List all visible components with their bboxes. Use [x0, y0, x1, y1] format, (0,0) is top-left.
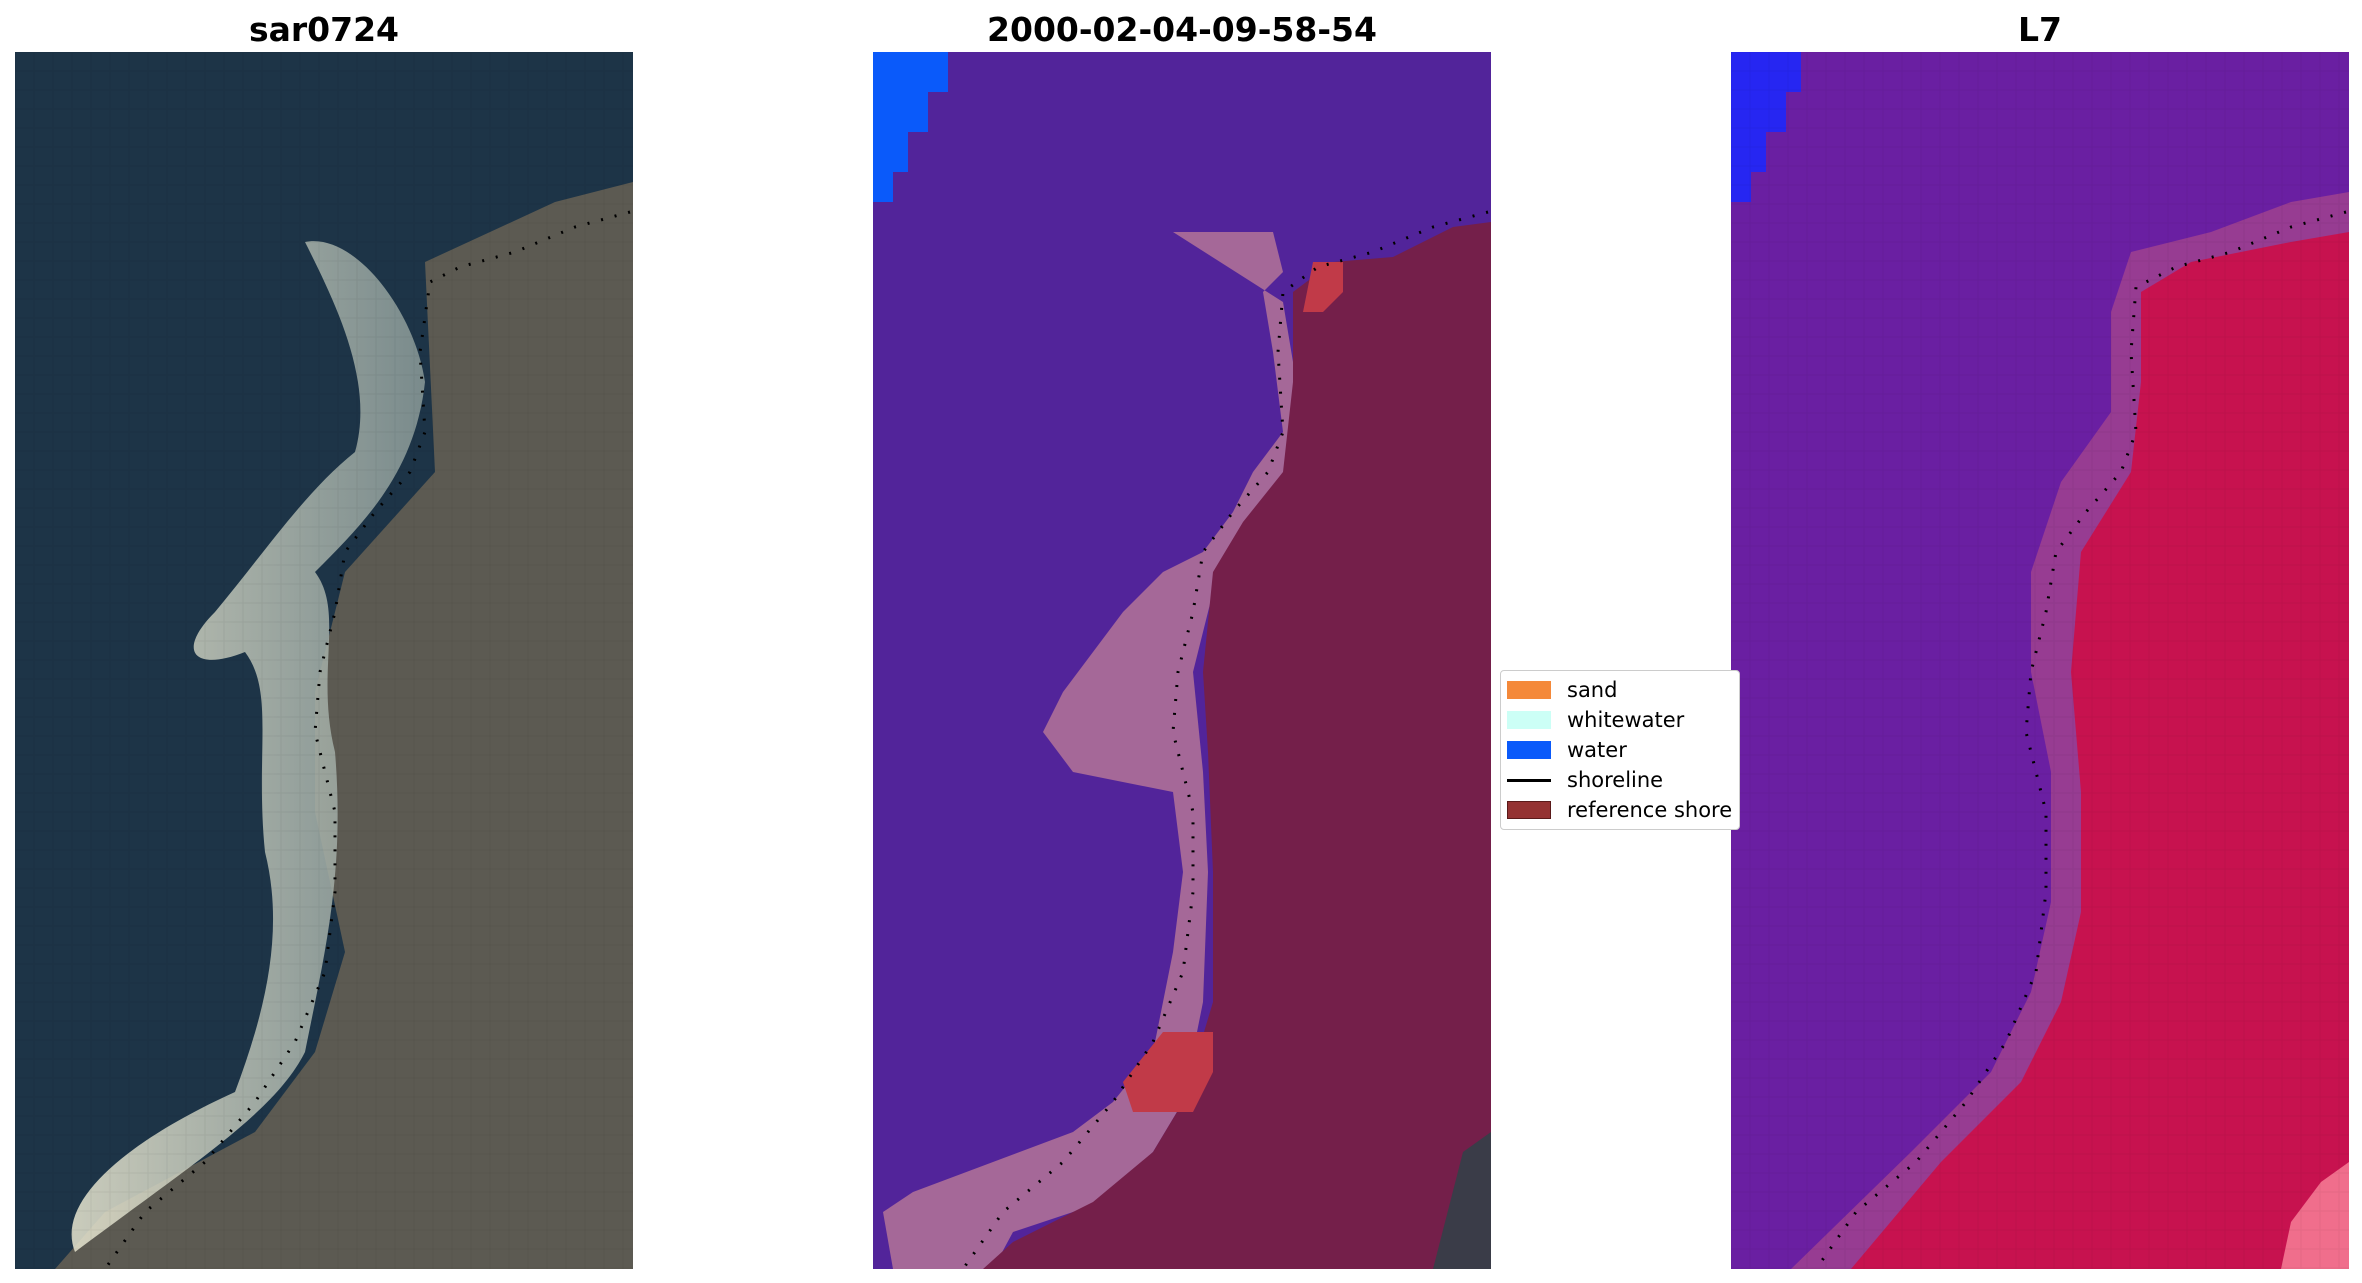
l7-image: [1731, 52, 2349, 1269]
classified-land-area: [983, 222, 1491, 1269]
classified-water-corner: [873, 52, 948, 202]
classified-reference-patch-top: [1303, 262, 1343, 312]
legend-item-shoreline: shoreline: [1507, 765, 1739, 795]
panel-title-rgb: sar0724: [248, 10, 400, 49]
legend-item-reference-shore: reference shore: [1507, 795, 1739, 825]
legend: sand whitewater water shoreline referenc…: [1500, 670, 1740, 830]
rgb-satellite-image: [15, 52, 633, 1269]
classified-sand-overlay: [883, 232, 1303, 1269]
legend-label-water: water: [1567, 738, 1627, 762]
classified-reference-patch-bottom: [1123, 1032, 1213, 1112]
classified-image: [873, 52, 1491, 1269]
legend-swatch-reference-shore: [1507, 801, 1551, 819]
legend-label-whitewater: whitewater: [1567, 708, 1685, 732]
legend-item-water: water: [1507, 735, 1739, 765]
panel-title-classified: 2000-02-04-09-58-54: [987, 10, 1377, 49]
classified-corner-dark: [1433, 1132, 1491, 1269]
legend-label-sand: sand: [1567, 678, 1618, 702]
legend-item-whitewater: whitewater: [1507, 705, 1739, 735]
legend-label-shoreline: shoreline: [1567, 768, 1664, 792]
legend-item-sand: sand: [1507, 675, 1739, 705]
legend-label-reference-shore: reference shore: [1567, 798, 1733, 822]
legend-swatch-shoreline: [1507, 778, 1551, 782]
legend-swatch-water: [1507, 741, 1551, 759]
l7-shoreline: [1814, 210, 2347, 1269]
panel-title-l7: L7: [2018, 10, 2062, 49]
legend-swatch-sand: [1507, 681, 1551, 699]
legend-swatch-whitewater: [1507, 711, 1551, 729]
